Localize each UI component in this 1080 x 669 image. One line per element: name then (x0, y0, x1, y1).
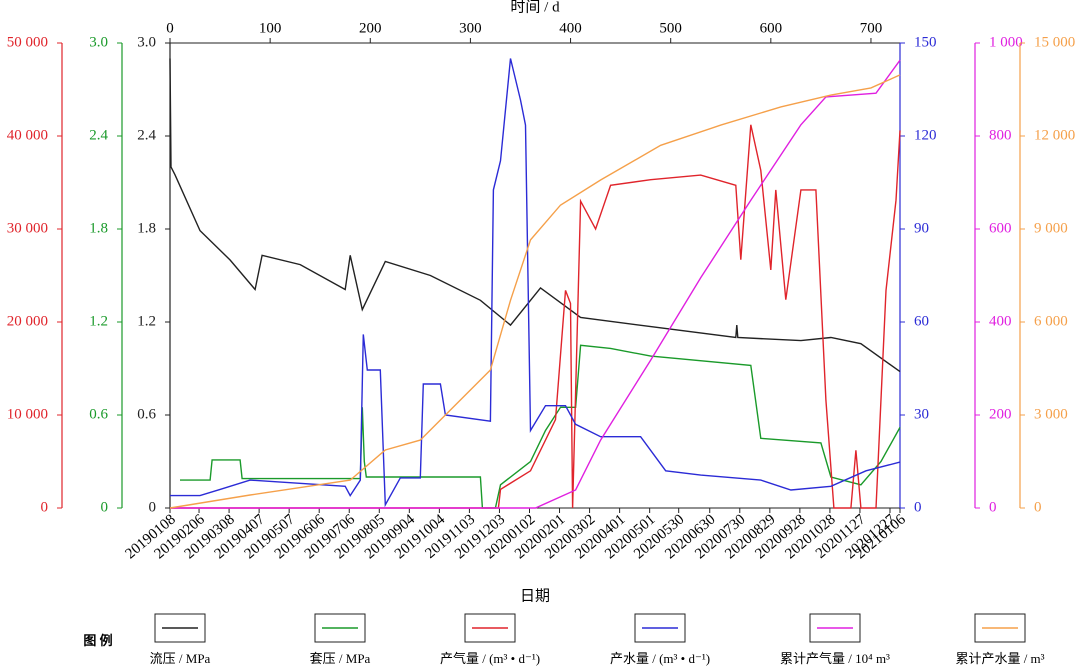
x-axis-title: 日期 (520, 587, 550, 604)
y-tick-label: 2.4 (137, 127, 156, 143)
y-tick-label: 40 000 (7, 127, 48, 143)
top-tick-label: 500 (659, 20, 682, 36)
y-tick-label: 1.2 (137, 313, 156, 329)
top-axis-title: 时间 / d (510, 0, 560, 15)
y-tick-label: 800 (989, 127, 1012, 143)
top-tick-label: 0 (166, 20, 174, 36)
legend-label: 累计产水量 / m³ (955, 651, 1044, 666)
legend-label: 套压 / MPa (310, 651, 371, 666)
y-tick-label: 90 (914, 220, 929, 236)
plot-frame (169, 42, 901, 509)
y-tick-label: 30 000 (7, 220, 48, 236)
top-tick-label: 600 (760, 20, 783, 36)
y-tick-label: 0 (41, 499, 49, 515)
y-tick-label: 50 000 (7, 34, 48, 50)
y-tick-label: 1 000 (989, 34, 1023, 50)
top-tick-label: 300 (459, 20, 482, 36)
series-line (170, 58, 901, 508)
y-tick-label: 200 (989, 406, 1012, 422)
series-line (170, 124, 901, 509)
y-tick-label: 120 (914, 127, 937, 143)
y-tick-label: 30 (914, 406, 929, 422)
y-tick-label: 2.4 (89, 127, 108, 143)
y-tick-label: 0 (914, 499, 922, 515)
y-tick-label: 10 000 (7, 406, 48, 422)
y-tick-label: 1.8 (89, 220, 108, 236)
series-line (169, 58, 901, 373)
y-tick-label: 400 (989, 313, 1012, 329)
y-tick-label: 1.8 (137, 220, 156, 236)
y-tick-label: 6 000 (1034, 313, 1068, 329)
y-tick-label: 12 000 (1034, 127, 1075, 143)
top-tick-label: 200 (359, 20, 382, 36)
legend-label: 产水量 / (m³ • d⁻¹) (610, 651, 710, 666)
y-tick-label: 3.0 (137, 34, 156, 50)
y-tick-label: 3 000 (1034, 406, 1068, 422)
top-tick-label: 700 (860, 20, 883, 36)
y-tick-label: 0 (989, 499, 997, 515)
legend-label: 流压 / MPa (150, 651, 211, 666)
top-tick-label: 400 (559, 20, 582, 36)
y-tick-label: 0 (149, 499, 157, 515)
y-tick-label: 600 (989, 220, 1012, 236)
y-tick-label: 3.0 (89, 34, 108, 50)
y-tick-label: 1.2 (89, 313, 108, 329)
y-tick-label: 150 (914, 34, 937, 50)
legend-title: 图 例 (83, 633, 112, 648)
y-tick-label: 0 (101, 499, 109, 515)
legend-label: 产气量 / (m³ • d⁻¹) (440, 651, 540, 666)
y-tick-label: 20 000 (7, 313, 48, 329)
series-line (169, 74, 901, 509)
series-line (180, 344, 901, 509)
y-tick-label: 60 (914, 313, 929, 329)
y-tick-label: 0.6 (89, 406, 108, 422)
y-tick-label: 9 000 (1034, 220, 1068, 236)
y-tick-label: 15 000 (1034, 34, 1075, 50)
y-tick-label: 0.6 (137, 406, 156, 422)
top-tick-label: 100 (259, 20, 282, 36)
y-tick-label: 0 (1034, 499, 1042, 515)
legend-label: 累计产气量 / 10⁴ m³ (780, 651, 890, 666)
series-line (170, 59, 901, 509)
